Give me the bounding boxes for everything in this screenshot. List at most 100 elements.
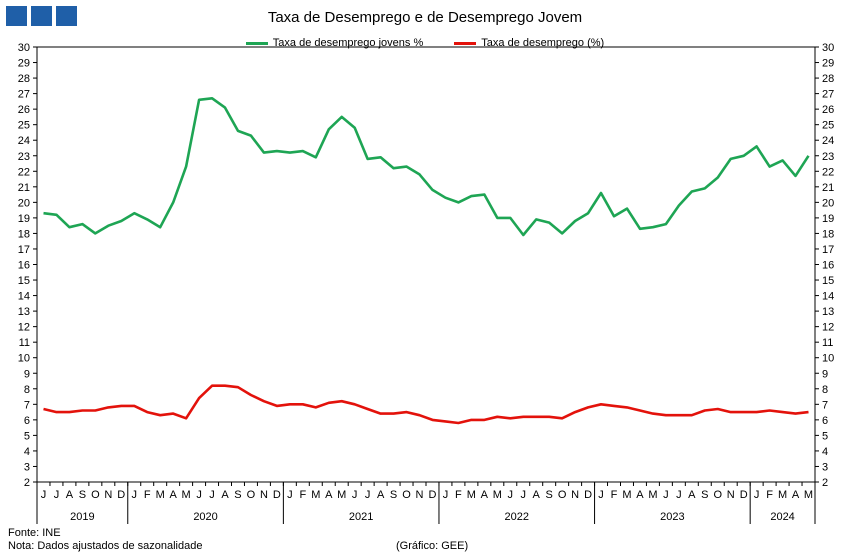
x-tick-label-month: S [390,489,397,501]
x-tick-label-month: M [467,489,476,501]
x-tick-label-month: J [598,489,604,501]
x-tick-label-month: A [533,489,541,501]
y-tick-label-right: 23 [822,151,834,163]
x-tick-label-month: N [260,489,268,501]
x-tick-label-month: J [196,489,202,501]
y-tick-label-right: 8 [822,384,828,396]
footer-note: Nota: Dados ajustados de sazonalidade [8,540,203,552]
series-line-unemployment [43,384,809,425]
y-tick-label-right: 27 [822,89,834,101]
legend-swatch-youth [245,41,268,45]
y-tick-label-right: 21 [822,182,834,194]
x-tick-label-month: A [481,489,489,501]
x-tick-label-month: A [377,489,385,501]
x-tick-label-month: A [66,489,74,501]
y-tick-label-left: 30 [18,42,30,54]
logo-square-1 [6,6,27,26]
x-tick-label-month: A [169,489,177,501]
y-tick-label-left: 23 [18,151,30,163]
y-tick-label-left: 28 [18,73,30,85]
y-tick-label-right: 2 [822,477,828,489]
y-tick-label-right: 25 [822,120,834,132]
legend-item-youth: Taxa de desemprego jovens % [245,37,423,49]
y-tick-label-left: 7 [24,399,30,411]
x-tick-label-month: J [365,489,371,501]
x-tick-label-month: F [455,489,462,501]
y-tick-label-right: 5 [822,430,828,442]
y-tick-label-left: 14 [18,291,30,303]
x-tick-label-month: A [688,489,696,501]
x-tick-label-month: M [311,489,320,501]
footer-credit: (Gráfico: GEE) [396,540,469,552]
x-tick-label-month: A [792,489,800,501]
legend-swatch-total [454,41,477,45]
y-tick-label-right: 19 [822,213,834,225]
y-tick-label-left: 17 [18,244,30,256]
x-tick-label-month: F [766,489,773,501]
y-tick-label-right: 22 [822,166,834,178]
logo-square-2 [31,6,52,26]
x-tick-label-month: J [41,489,47,501]
x-tick-label-month: O [402,489,411,501]
y-tick-label-right: 10 [822,353,834,365]
y-tick-label-left: 2 [24,477,30,489]
y-tick-label-right: 9 [822,368,828,380]
y-tick-label-left: 10 [18,353,30,365]
y-tick-label-right: 6 [822,415,828,427]
x-tick-label-month: J [287,489,293,501]
y-tick-label-right: 20 [822,197,834,209]
y-tick-label-right: 12 [822,322,834,334]
x-tick-label-month: J [676,489,682,501]
y-tick-label-right: 7 [822,399,828,411]
chart-legend: Taxa de desemprego jovens % Taxa de dese… [0,37,850,49]
x-tick-label-month: N [571,489,579,501]
x-tick-label-month: F [144,489,151,501]
y-tick-label-right: 28 [822,73,834,85]
x-tick-label-month: N [416,489,424,501]
y-tick-label-left: 26 [18,104,30,116]
x-tick-label-month: M [493,489,502,501]
y-tick-label-left: 18 [18,228,30,240]
series-line-youth-unemployment [43,97,810,237]
x-tick-label-year: 2021 [349,511,373,523]
x-tick-label-month: M [648,489,657,501]
y-tick-label-left: 24 [18,135,30,147]
x-tick-label-year: 2019 [70,511,94,523]
x-tick-label-month: M [156,489,165,501]
y-tick-label-left: 25 [18,120,30,132]
logo-square-3 [56,6,77,26]
x-tick-label-month: M [778,489,787,501]
y-tick-label-right: 3 [822,461,828,473]
y-tick-label-right: 11 [822,337,833,349]
y-tick-label-left: 15 [18,275,30,287]
x-tick-label-month: N [104,489,112,501]
y-tick-label-left: 11 [19,337,30,349]
y-tick-label-left: 27 [18,89,30,101]
y-tick-label-right: 18 [822,228,834,240]
x-tick-label-month: M [804,489,813,501]
x-tick-label-month: M [337,489,346,501]
x-tick-label-year: 2020 [193,511,217,523]
x-tick-label-month: J [443,489,449,501]
x-tick-label-month: A [636,489,644,501]
x-tick-label-month: N [727,489,735,501]
y-tick-label-right: 26 [822,104,834,116]
y-tick-label-right: 30 [822,42,834,54]
y-tick-label-left: 9 [24,368,30,380]
y-tick-label-left: 12 [18,322,30,334]
y-tick-label-right: 17 [822,244,834,256]
x-tick-label-month: S [546,489,553,501]
x-tick-label-month: O [558,489,567,501]
x-tick-label-month: J [663,489,669,501]
x-tick-label-month: O [713,489,722,501]
y-tick-label-left: 8 [24,384,30,396]
x-tick-label-month: J [508,489,514,501]
y-tick-label-right: 16 [822,260,834,272]
x-tick-label-month: F [299,489,306,501]
y-tick-label-left: 21 [18,182,30,194]
x-tick-label-month: J [521,489,527,501]
x-tick-label-month: A [221,489,229,501]
x-tick-label-month: D [740,489,748,501]
y-tick-label-right: 4 [822,446,828,458]
